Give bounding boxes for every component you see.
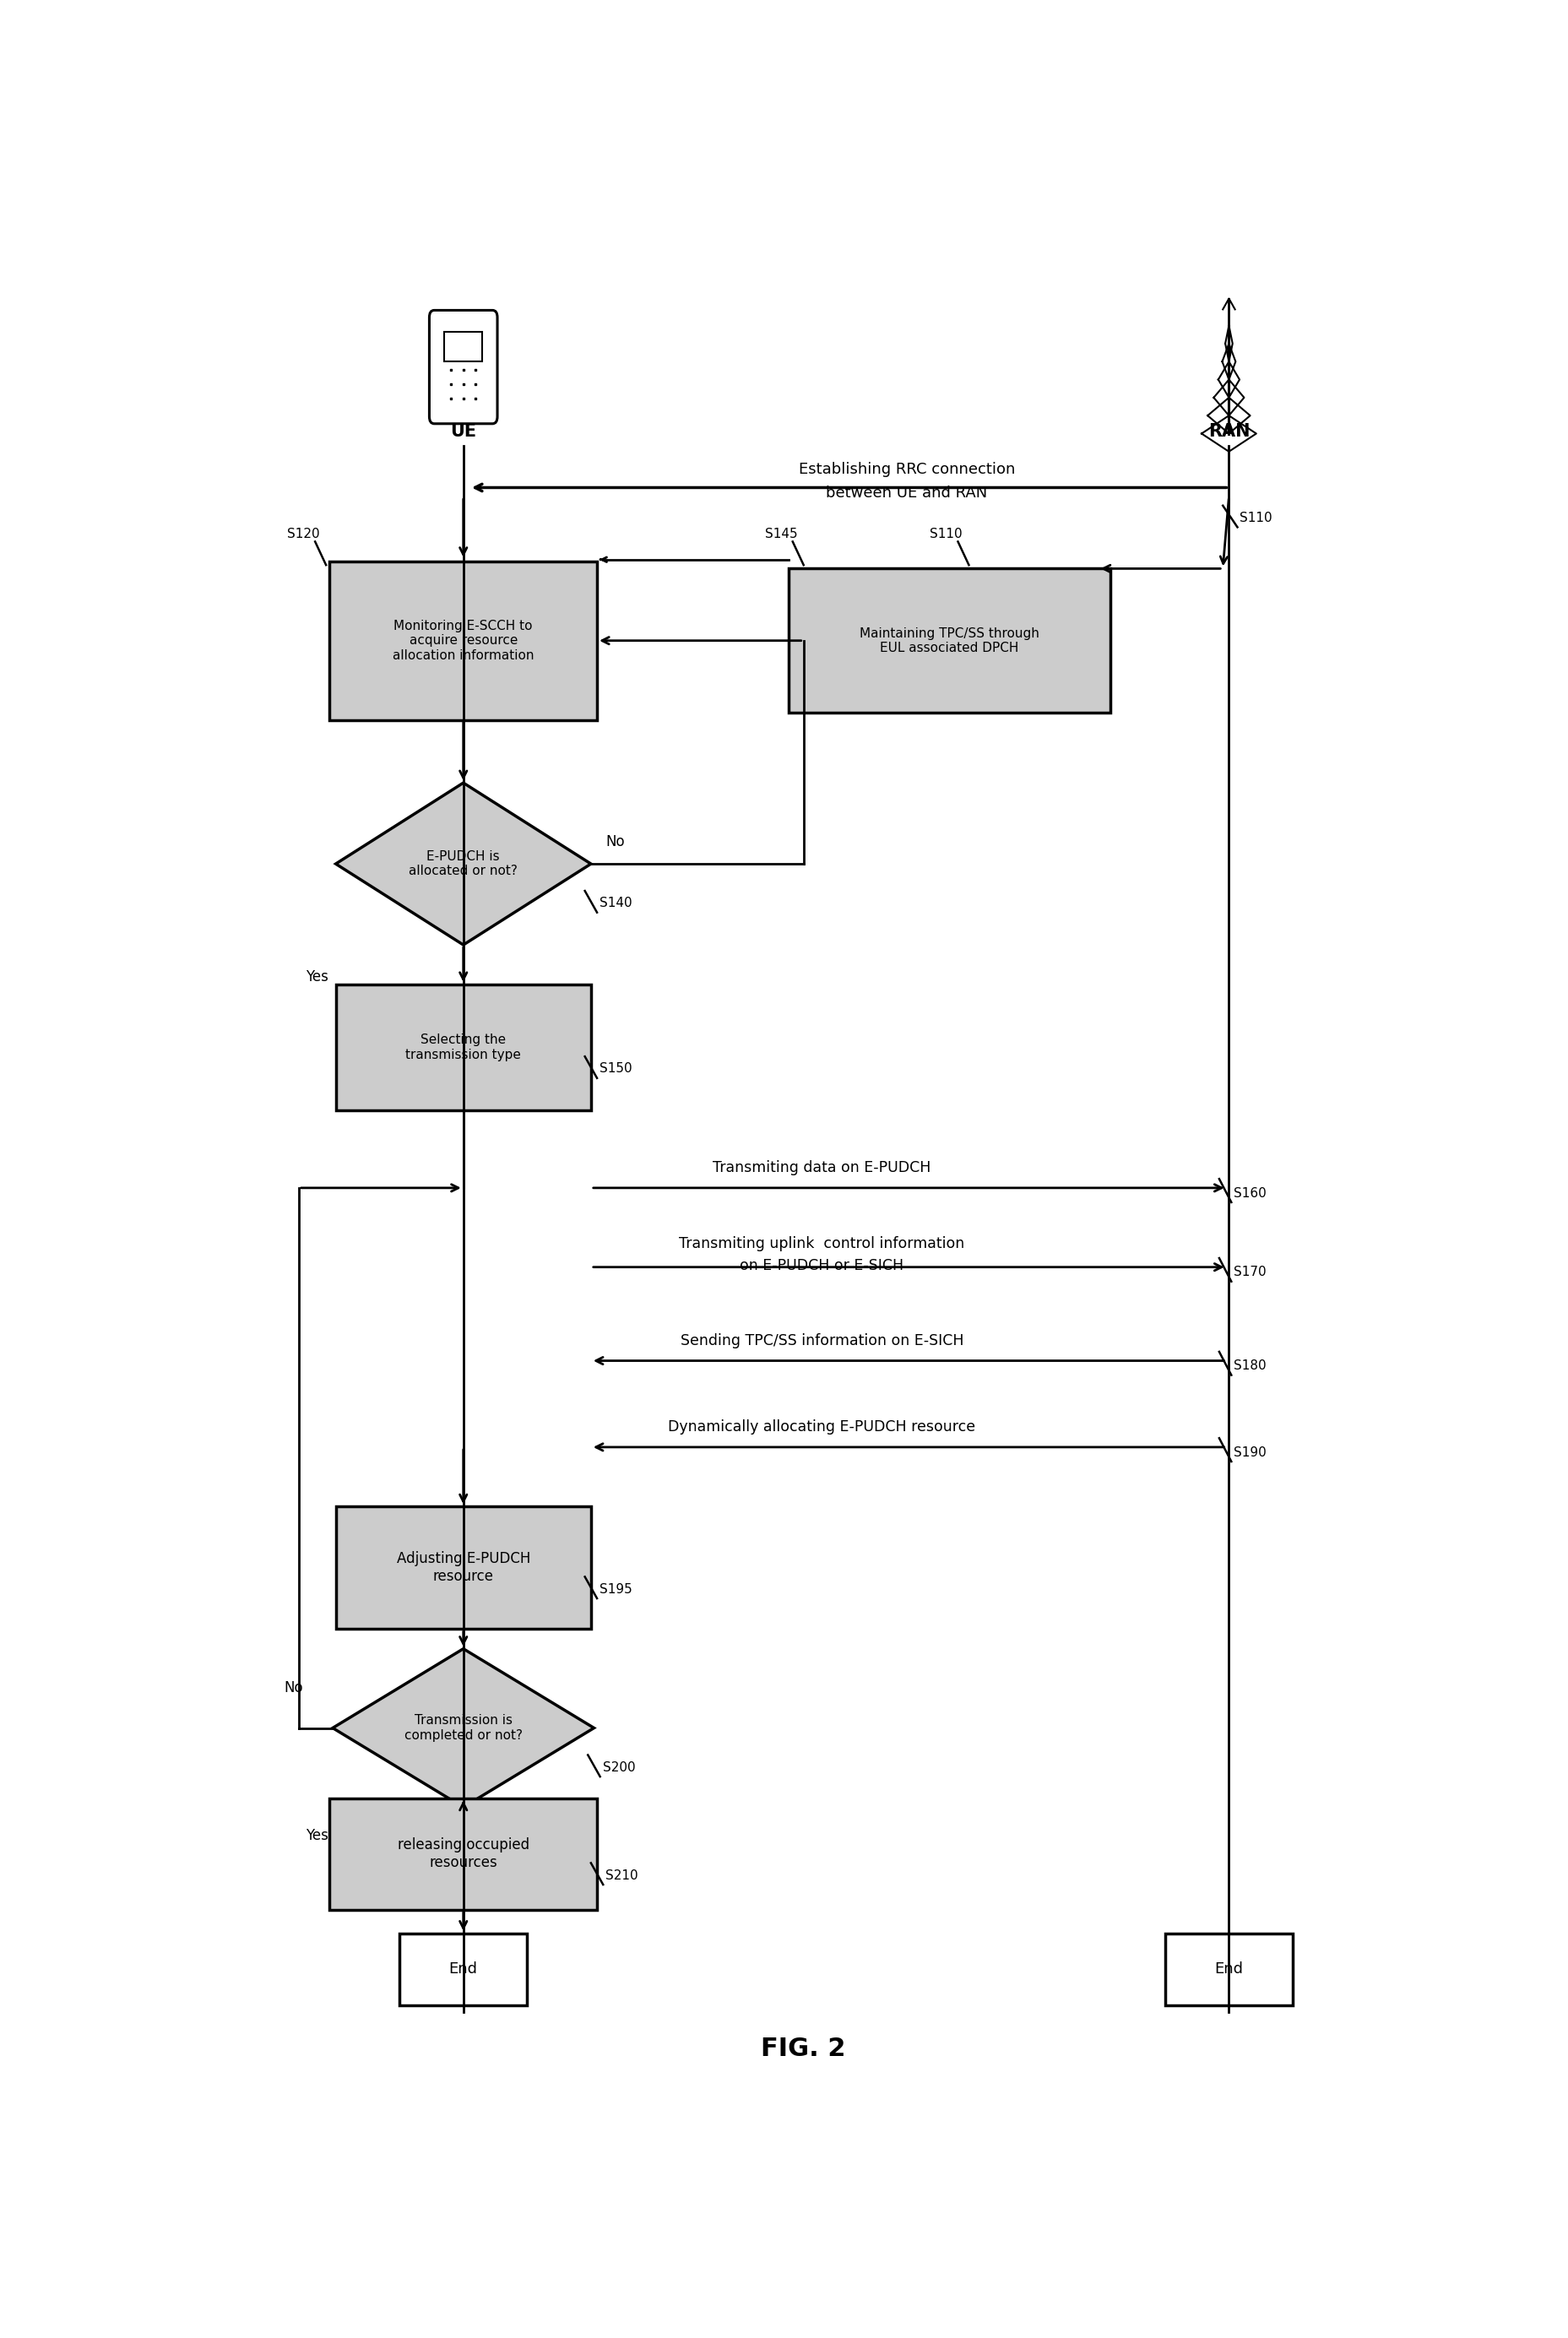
Text: No: No [284, 1681, 303, 1695]
Text: End: End [1215, 1962, 1243, 1978]
FancyBboxPatch shape [329, 1798, 597, 1910]
Text: Transmiting data on E-PUDCH: Transmiting data on E-PUDCH [713, 1160, 931, 1176]
Text: Dynamically allocating E-PUDCH resource: Dynamically allocating E-PUDCH resource [668, 1419, 975, 1436]
FancyBboxPatch shape [400, 1934, 527, 2006]
Text: S110: S110 [1240, 512, 1273, 524]
Text: S120: S120 [287, 528, 320, 540]
Text: Adjusting E-PUDCH
resource: Adjusting E-PUDCH resource [397, 1552, 530, 1585]
Text: S210: S210 [605, 1868, 638, 1882]
Text: Establishing RRC connection: Establishing RRC connection [798, 463, 1014, 477]
Text: S160: S160 [1234, 1188, 1267, 1199]
Text: Transmission is
completed or not?: Transmission is completed or not? [405, 1714, 522, 1742]
Text: Sending TPC/SS information on E-SICH: Sending TPC/SS information on E-SICH [681, 1333, 963, 1349]
Text: between UE and RAN: between UE and RAN [826, 486, 988, 500]
Text: Yes: Yes [306, 1828, 328, 1842]
Text: S170: S170 [1234, 1265, 1267, 1279]
FancyBboxPatch shape [430, 311, 497, 423]
FancyBboxPatch shape [336, 984, 591, 1111]
FancyBboxPatch shape [329, 561, 597, 720]
Text: S200: S200 [602, 1761, 635, 1775]
Text: End: End [448, 1962, 478, 1978]
Text: S150: S150 [599, 1061, 632, 1075]
Text: UE: UE [450, 423, 477, 440]
Text: Transmiting uplink  control information: Transmiting uplink control information [679, 1237, 964, 1251]
FancyBboxPatch shape [336, 1506, 591, 1630]
Text: E-PUDCH is
allocated or not?: E-PUDCH is allocated or not? [409, 851, 517, 877]
Text: S190: S190 [1234, 1445, 1267, 1459]
Polygon shape [336, 783, 591, 945]
FancyBboxPatch shape [1165, 1934, 1292, 2006]
Text: S110: S110 [930, 528, 963, 540]
Text: S195: S195 [599, 1583, 632, 1595]
Text: S180: S180 [1234, 1361, 1267, 1372]
Text: Selecting the
transmission type: Selecting the transmission type [406, 1033, 521, 1061]
Polygon shape [332, 1648, 594, 1807]
Text: S140: S140 [599, 898, 632, 909]
Text: FIG. 2: FIG. 2 [760, 2036, 847, 2060]
Text: Monitoring E-SCCH to
acquire resource
allocation information: Monitoring E-SCCH to acquire resource al… [392, 620, 535, 662]
Text: Yes: Yes [306, 968, 328, 984]
FancyBboxPatch shape [444, 332, 483, 362]
Text: S145: S145 [765, 528, 797, 540]
FancyBboxPatch shape [789, 568, 1110, 713]
Text: releasing occupied
resources: releasing occupied resources [397, 1838, 530, 1870]
Text: No: No [605, 835, 624, 849]
Text: RAN: RAN [1207, 423, 1250, 440]
Text: Maintaining TPC/SS through
EUL associated DPCH: Maintaining TPC/SS through EUL associate… [859, 627, 1040, 655]
Text: on E-PUDCH or E-SICH: on E-PUDCH or E-SICH [740, 1258, 903, 1272]
